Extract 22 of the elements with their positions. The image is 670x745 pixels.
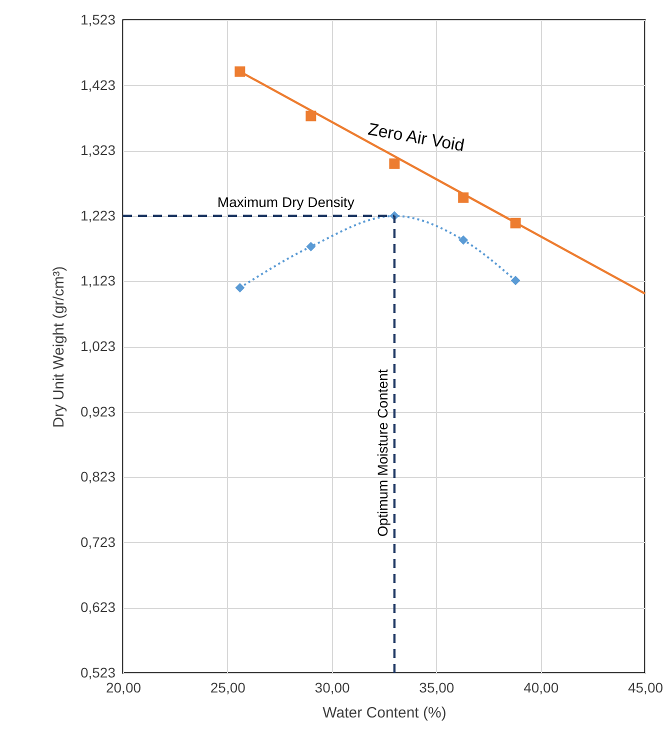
y-tick-label: 0,723 [80,534,116,550]
x-axis-title: Water Content (%) [322,704,446,722]
x-tick-label: 20,00 [106,680,142,696]
y-tick-label: 1,123 [80,272,116,289]
x-tick-label: 25,00 [210,680,246,696]
x-tick-label: 35,00 [419,680,454,696]
y-tick-label: 1,523 [80,12,116,28]
y-tick-label: 0,623 [80,599,116,616]
y-tick-label: 0,823 [80,468,116,485]
y-tick-label: 1,023 [80,338,116,354]
y-tick-label: 1,423 [80,76,116,93]
y-tick-label: 0,523 [80,664,116,680]
y-tick-label: 1,323 [80,142,116,158]
annotation: Maximum Dry Density [217,194,354,210]
y-axis-title: Dry Unit Weight (gr/cm³) [50,266,68,428]
annotation: Optimum Moisture Content [374,369,390,537]
y-tick-label: 1,223 [80,207,116,224]
x-tick-label: 40,00 [524,680,559,696]
x-tick-label: 45,00 [628,680,664,696]
annotation: Zero Air Void [366,120,466,156]
y-tick-label: 0,923 [80,403,116,420]
x-tick-label: 30,00 [314,680,350,696]
